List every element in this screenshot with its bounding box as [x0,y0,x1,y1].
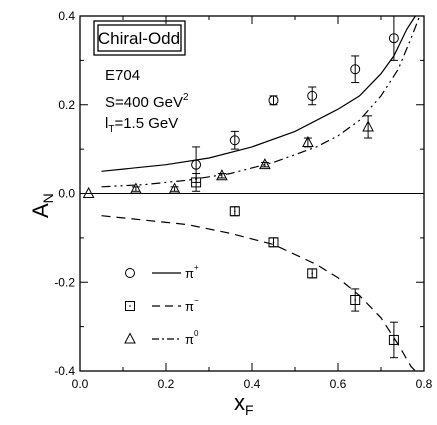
series-2-point [130,182,142,194]
y-tick-label: -0.4 [54,364,75,378]
experiment-label: E704 [105,67,140,84]
annotations: E704 S=400 GeV2 lT=1.5 GeV [105,67,189,135]
square-marker-dot [272,241,275,244]
square-marker [388,334,399,345]
model-curves [101,15,421,372]
series-1-point [307,268,318,279]
series-1-point [229,206,240,217]
square-marker [350,295,361,305]
tick-labels: 0.0 0.2 0.4 0.6 0.8 -0.4 -0.2 0.0 0.2 0.4 [54,9,432,391]
series-0-point [307,90,318,101]
circle-marker [229,135,240,146]
legend-label-2: π0 [185,329,199,347]
y-axis-title: AN [28,193,56,218]
square-marker [191,177,202,188]
triangle-marker [82,186,95,198]
legend-marker-0 [125,268,135,278]
series-1-curve [101,215,416,372]
square-marker [268,237,279,248]
series-1-point [268,237,279,248]
square-marker-dot [234,210,236,213]
square-marker-dot [311,272,314,275]
series-2-point [216,169,228,181]
y-tick-label: 0.4 [58,9,75,23]
series-2-point [259,158,271,170]
series-1-point [191,177,202,188]
series-2-point [82,186,95,198]
triangle-marker [302,135,314,147]
square-marker [229,206,240,217]
triangle-marker [259,158,271,170]
triangle-marker [124,332,136,344]
axis-ticks [79,15,425,372]
x-axis-title: xF [234,390,254,418]
x-tick-label: 0.0 [72,377,89,391]
series-2-curve [101,15,421,188]
square-marker-dot [354,299,357,301]
x-tick-label: 0.4 [244,377,261,391]
lt-label: lT=1.5 GeV [105,115,178,135]
series-0-point [350,64,361,75]
square-marker [307,268,318,279]
circle-marker [268,95,279,106]
title-box: Chiral-Odd [93,20,186,56]
series-0-point [268,95,279,106]
square-marker-dot [195,181,197,184]
legend-label-0: π+ [185,263,199,281]
circle-marker [350,64,361,75]
data-points [82,15,399,359]
triangle-marker [216,169,228,181]
legend-label-1: π− [185,296,199,314]
square-marker-dot [393,339,395,341]
series-0-point [191,159,202,170]
series-0-curve [101,15,416,172]
triangle-marker [168,182,181,194]
triangle-marker [130,182,142,194]
x-tick-label: 0.8 [416,377,433,391]
legend-marker-2 [124,332,136,344]
circle-marker [307,90,318,101]
square-marker-dot [129,305,131,307]
series-1-point [350,295,361,305]
legend-marker-1 [125,301,135,311]
series-2-point [362,120,374,132]
series-2-point [168,182,181,194]
triangle-marker [362,120,374,132]
x-tick-label: 0.6 [330,377,347,391]
y-tick-label: 0.0 [58,187,75,201]
series-0-point [229,135,240,146]
series-1-point [388,334,399,345]
energy-label: S=400 GeV2 [105,92,189,111]
circle-marker [191,159,202,170]
y-tick-label: 0.2 [58,98,75,112]
chart-title: Chiral-Odd [98,29,180,48]
x-tick-label: 0.2 [158,377,175,391]
circle-marker [388,33,399,44]
y-tick-label: -0.2 [54,275,75,289]
circle-marker [125,268,135,278]
legend: π+ π− π0 [124,263,199,347]
series-0-point [388,33,399,44]
series-2-point [302,135,314,147]
square-marker [125,301,135,311]
